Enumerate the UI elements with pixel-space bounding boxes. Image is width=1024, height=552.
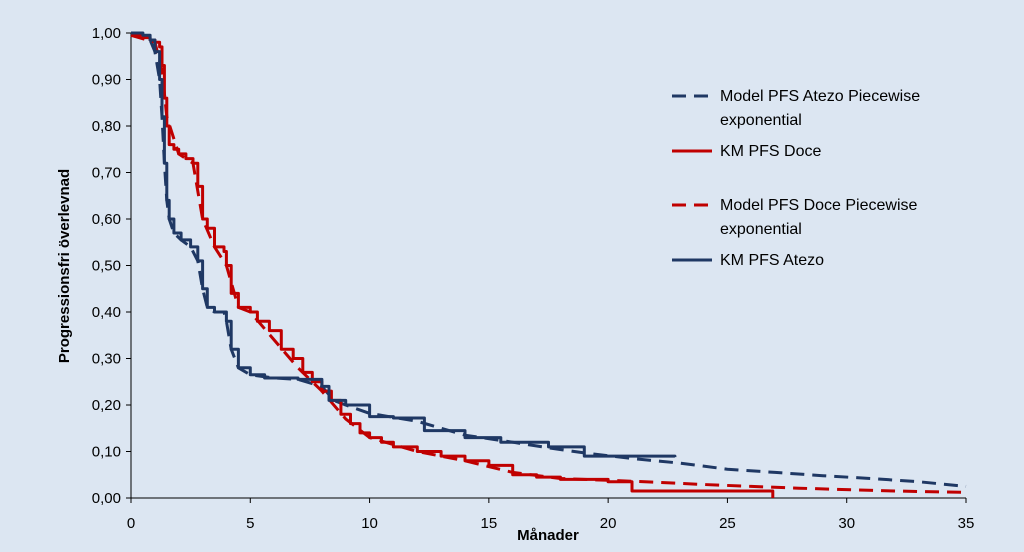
- legend-label: Model PFS Atezo Piecewise: [720, 88, 920, 105]
- x-axis-title: Månader: [517, 527, 579, 544]
- legend-label: exponential: [720, 112, 802, 129]
- x-tick-label: 30: [838, 515, 855, 532]
- series-line-model-pfs-doce-piecewise-exponential: [130, 33, 967, 494]
- axes: 0,00 0,10 0,20 0,30 0,40 0,50 0,60 0,70 0,80 0,90…: [92, 25, 975, 532]
- legend-label: Model PFS Doce Piecewise: [720, 197, 918, 214]
- y-tick-label: 0,00: [92, 490, 121, 507]
- legend-label: exponential: [720, 221, 802, 238]
- x-tick-label: 35: [958, 515, 975, 532]
- y-axis-title: Progressionsfri överlevnad: [56, 169, 73, 363]
- series-line-km-pfs-atezo: [131, 31, 677, 458]
- x-tick-label: 0: [127, 515, 135, 532]
- x-tick-label: 25: [719, 515, 736, 532]
- legend-label: KM PFS Atezo: [720, 252, 824, 269]
- y-tick-label: 0,50: [92, 258, 121, 275]
- y-tick-label: 0,30: [92, 351, 121, 368]
- series-line-km-pfs-doce: [131, 33, 775, 498]
- x-tick-label: 20: [600, 515, 617, 532]
- y-tick-label: 1,00: [92, 25, 121, 42]
- y-tick-label: 0,10: [92, 444, 121, 461]
- y-tick-label: 0,60: [92, 211, 121, 228]
- x-tick-label: 15: [481, 515, 498, 532]
- y-tick-label: 0,90: [92, 72, 121, 89]
- y-tick-label: 0,40: [92, 304, 121, 321]
- x-tick-label: 10: [361, 515, 378, 532]
- legend: Model PFS Atezo Piecewise exponential KM P…: [672, 88, 920, 269]
- y-tick-label: 0,70: [92, 165, 121, 182]
- y-tick-label: 0,20: [92, 397, 121, 414]
- series-lines: [130, 31, 967, 498]
- legend-label: KM PFS Doce: [720, 143, 821, 160]
- x-tick-label: 5: [246, 515, 254, 532]
- y-tick-label: 0,80: [92, 118, 121, 135]
